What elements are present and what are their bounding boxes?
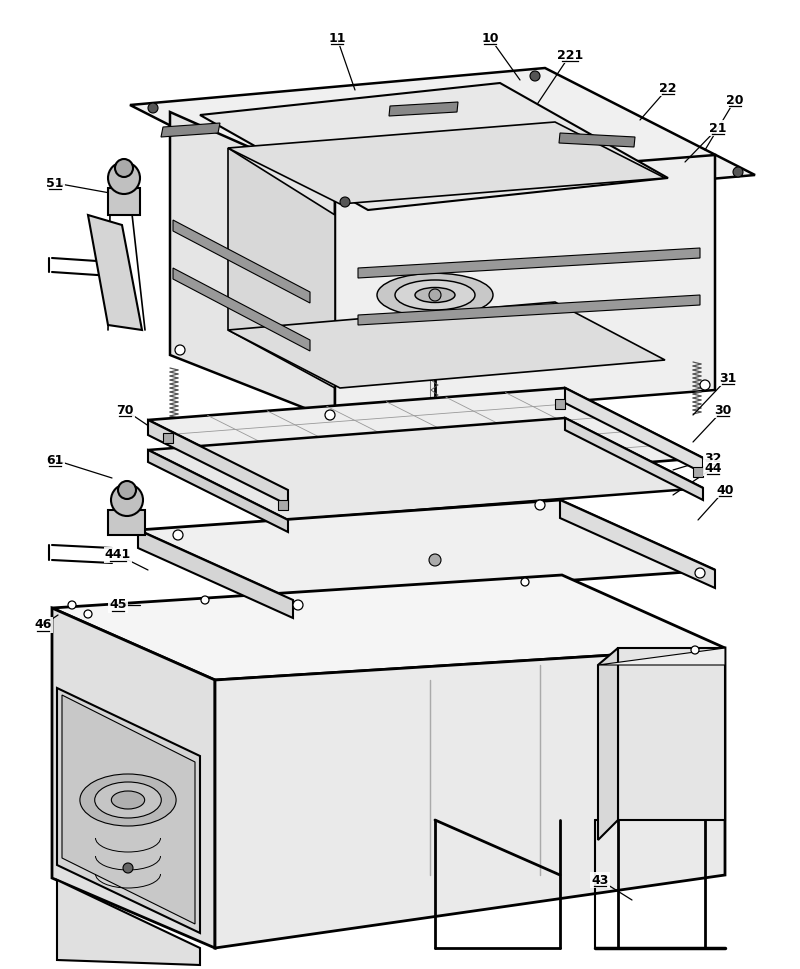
Polygon shape	[200, 83, 668, 210]
Text: 11: 11	[328, 32, 346, 45]
Circle shape	[293, 600, 303, 610]
Circle shape	[733, 167, 743, 177]
Polygon shape	[148, 450, 288, 532]
Circle shape	[175, 345, 185, 355]
Ellipse shape	[80, 774, 176, 826]
Polygon shape	[335, 155, 715, 420]
Polygon shape	[148, 418, 703, 520]
Circle shape	[325, 410, 335, 420]
Polygon shape	[148, 420, 288, 505]
Polygon shape	[57, 688, 200, 933]
Text: 43: 43	[591, 873, 609, 887]
Text: 51: 51	[46, 176, 64, 190]
Polygon shape	[228, 122, 665, 204]
Polygon shape	[138, 530, 293, 618]
Polygon shape	[52, 575, 725, 680]
Ellipse shape	[395, 280, 475, 310]
Text: 20: 20	[726, 93, 744, 107]
Circle shape	[530, 71, 540, 81]
Text: 45: 45	[110, 599, 126, 611]
Ellipse shape	[94, 782, 162, 818]
Circle shape	[173, 530, 183, 540]
Polygon shape	[278, 500, 288, 510]
Circle shape	[148, 103, 158, 113]
Polygon shape	[108, 510, 145, 535]
Text: 61: 61	[46, 453, 64, 466]
Text: 44: 44	[704, 461, 722, 475]
Ellipse shape	[377, 273, 493, 317]
Polygon shape	[215, 648, 725, 948]
Polygon shape	[57, 880, 200, 965]
Circle shape	[521, 578, 529, 586]
Polygon shape	[173, 220, 310, 303]
Polygon shape	[565, 418, 703, 500]
Polygon shape	[62, 695, 195, 924]
Circle shape	[115, 159, 133, 177]
Circle shape	[429, 554, 441, 566]
Circle shape	[201, 596, 209, 604]
Polygon shape	[108, 188, 140, 215]
Circle shape	[123, 863, 133, 873]
Circle shape	[340, 197, 350, 207]
Text: 40: 40	[716, 484, 734, 496]
Polygon shape	[618, 648, 725, 820]
Polygon shape	[88, 215, 142, 330]
Text: 21: 21	[710, 121, 726, 135]
Polygon shape	[693, 467, 703, 477]
Polygon shape	[170, 112, 335, 420]
Text: 32: 32	[704, 452, 722, 464]
Circle shape	[695, 568, 705, 578]
Text: 30: 30	[714, 403, 732, 417]
Polygon shape	[555, 399, 565, 409]
Polygon shape	[161, 123, 220, 137]
Polygon shape	[358, 248, 700, 278]
Polygon shape	[163, 433, 173, 443]
Circle shape	[108, 162, 140, 194]
Polygon shape	[559, 133, 635, 147]
Circle shape	[111, 484, 143, 516]
Ellipse shape	[111, 791, 145, 809]
Polygon shape	[148, 388, 703, 490]
Text: 31: 31	[719, 371, 737, 385]
Text: 46: 46	[34, 618, 52, 632]
Circle shape	[118, 481, 136, 499]
Text: 441: 441	[105, 548, 131, 561]
Circle shape	[691, 646, 699, 654]
Polygon shape	[389, 102, 458, 116]
Ellipse shape	[415, 288, 455, 302]
Text: 10: 10	[482, 32, 498, 45]
Polygon shape	[358, 295, 700, 325]
Circle shape	[84, 610, 92, 618]
Polygon shape	[228, 302, 665, 388]
Polygon shape	[565, 388, 703, 473]
Circle shape	[68, 601, 76, 609]
Circle shape	[429, 289, 441, 301]
Polygon shape	[598, 648, 618, 840]
Circle shape	[700, 380, 710, 390]
Text: 221: 221	[557, 48, 583, 61]
Polygon shape	[228, 148, 335, 388]
Polygon shape	[173, 268, 310, 351]
Polygon shape	[130, 68, 755, 212]
Polygon shape	[138, 500, 715, 600]
Polygon shape	[560, 500, 715, 588]
Polygon shape	[598, 648, 725, 665]
Text: 22: 22	[659, 81, 677, 95]
Text: 70: 70	[116, 403, 134, 417]
Circle shape	[535, 500, 545, 510]
Polygon shape	[52, 608, 215, 948]
